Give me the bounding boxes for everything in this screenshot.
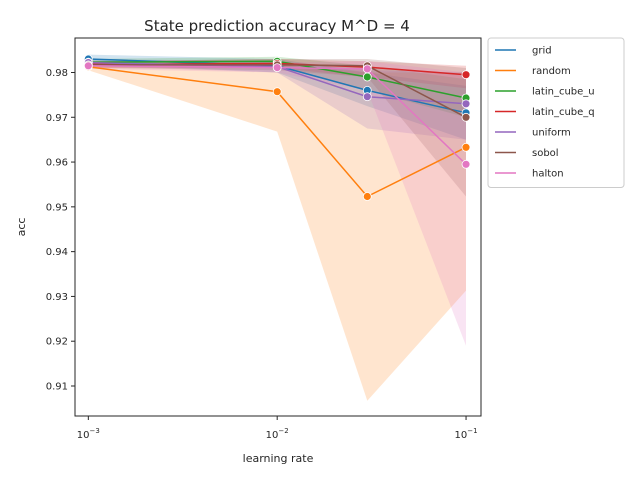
- x-tick-label: 10−2: [266, 427, 289, 441]
- y-tick-label: 0.95: [46, 202, 68, 213]
- line-halton: [88, 65, 467, 165]
- x-tick-label: 10−3: [77, 427, 100, 441]
- point-random: [272, 87, 282, 97]
- legend-label-halton: halton: [532, 169, 564, 180]
- band-grid: [88, 54, 467, 140]
- point-random: [362, 192, 372, 201]
- legend-box: [487, 37, 625, 188]
- band-uniform: [88, 59, 467, 140]
- legend-label-uniform: uniform: [532, 128, 571, 139]
- legend-label-random: random: [532, 66, 571, 77]
- legend-label-grid: grid: [532, 46, 552, 57]
- y-tick-label: 0.96: [46, 158, 68, 169]
- line-random: [88, 65, 467, 198]
- point-halton: [461, 159, 471, 169]
- y-tick-label: 0.93: [46, 292, 68, 303]
- point-latin_cube_u: [362, 72, 372, 82]
- series-lines: [88, 58, 467, 198]
- y-axis-label: acc: [15, 218, 28, 237]
- point-uniform: [461, 99, 471, 109]
- plot-frame: [74, 37, 482, 417]
- x-axis-ticks: 10−3 10−2 10−1: [77, 416, 478, 441]
- point-halton: [272, 63, 282, 72]
- y-axis-ticks: 0.91 0.92 0.93 0.94 0.95 0.96 0.97 0.98: [46, 68, 75, 392]
- point-halton: [83, 61, 93, 71]
- line-latin_cube_u: [88, 60, 467, 99]
- y-tick-label: 0.91: [46, 381, 68, 392]
- point-sobol: [461, 112, 471, 122]
- band-random: [88, 63, 467, 401]
- y-tick-label: 0.97: [46, 113, 68, 124]
- y-tick-label: 0.98: [46, 68, 68, 79]
- point-latin_cube_q: [461, 70, 471, 80]
- x-axis-label: learning rate: [243, 452, 314, 465]
- band-sobol: [88, 59, 467, 197]
- legend-label-sobol: sobol: [532, 148, 559, 159]
- point-uniform: [362, 92, 372, 102]
- x-tick-label: 10−1: [455, 427, 478, 441]
- y-tick-label: 0.94: [46, 247, 68, 258]
- legend-label-latin_cube_q: latin_cube_q: [532, 107, 595, 118]
- band-latin_cube_u: [88, 56, 467, 118]
- point-halton: [362, 64, 372, 74]
- point-random: [461, 142, 471, 152]
- line-sobol: [88, 64, 467, 118]
- chart-title: State prediction accuracy M^D = 4: [144, 17, 410, 35]
- series-markers: [83, 54, 471, 201]
- confidence-bands: [88, 54, 467, 401]
- legend: grid random latin_cube_u latin_cube_qunifor…: [487, 37, 625, 188]
- legend-label-latin_cube_u: latin_cube_u: [532, 87, 595, 98]
- y-tick-label: 0.92: [46, 337, 68, 348]
